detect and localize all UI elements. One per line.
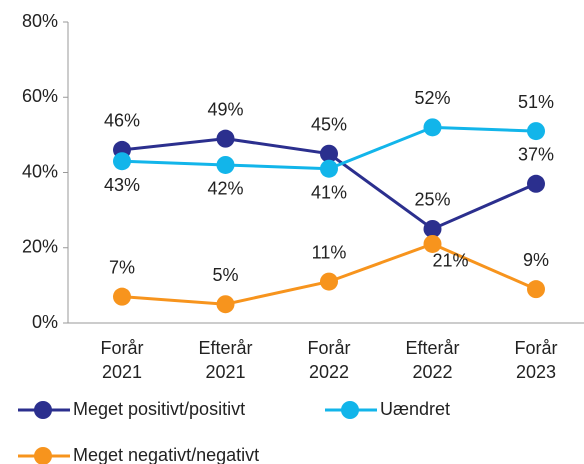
data-label: 46% bbox=[104, 111, 140, 131]
data-point bbox=[527, 122, 545, 141]
legend-marker bbox=[34, 447, 52, 464]
data-point bbox=[216, 129, 235, 148]
y-tick-label: 80% bbox=[22, 11, 58, 31]
y-tick-label: 20% bbox=[22, 237, 58, 257]
data-label: 49% bbox=[207, 99, 243, 119]
legend-label: Uændret bbox=[380, 399, 450, 419]
data-label: 21% bbox=[432, 251, 468, 271]
legend-marker bbox=[341, 401, 359, 419]
data-point bbox=[216, 155, 235, 174]
legend-label: Meget positivt/positivt bbox=[73, 399, 245, 419]
data-point bbox=[423, 234, 442, 253]
data-label: 25% bbox=[414, 190, 450, 210]
x-tick-label: Forår 2021 bbox=[100, 338, 143, 382]
data-label: 41% bbox=[311, 182, 347, 202]
data-point bbox=[320, 159, 338, 178]
data-label: 9% bbox=[523, 250, 549, 270]
data-label: 5% bbox=[212, 265, 238, 285]
y-tick-label: 60% bbox=[22, 86, 58, 106]
data-label: 51% bbox=[518, 92, 554, 112]
data-point bbox=[527, 280, 545, 299]
x-tick-label: Efterår 2022 bbox=[405, 338, 459, 382]
data-point bbox=[527, 174, 545, 193]
y-tick-label: 40% bbox=[22, 161, 58, 181]
data-label: 11% bbox=[312, 242, 347, 262]
data-label: 7% bbox=[109, 257, 135, 277]
data-label: 42% bbox=[207, 179, 243, 199]
legend-label: Meget negativt/negativt bbox=[73, 445, 259, 464]
data-label: 52% bbox=[414, 88, 450, 108]
x-tick-label: Efterår 2021 bbox=[198, 338, 252, 382]
y-tick-label: 0% bbox=[32, 312, 58, 332]
data-point bbox=[423, 219, 442, 238]
data-label: 37% bbox=[518, 145, 554, 165]
data-point bbox=[113, 152, 131, 171]
data-point bbox=[216, 295, 235, 314]
data-label: 43% bbox=[104, 175, 140, 195]
legend-marker bbox=[34, 401, 52, 419]
data-label: 45% bbox=[311, 114, 347, 134]
x-tick-label: Forår 2023 bbox=[514, 338, 557, 382]
data-point bbox=[113, 287, 131, 306]
data-point bbox=[320, 144, 338, 163]
data-point bbox=[423, 118, 442, 137]
x-tick-label: Forår 2022 bbox=[307, 338, 350, 382]
data-point bbox=[320, 272, 338, 291]
